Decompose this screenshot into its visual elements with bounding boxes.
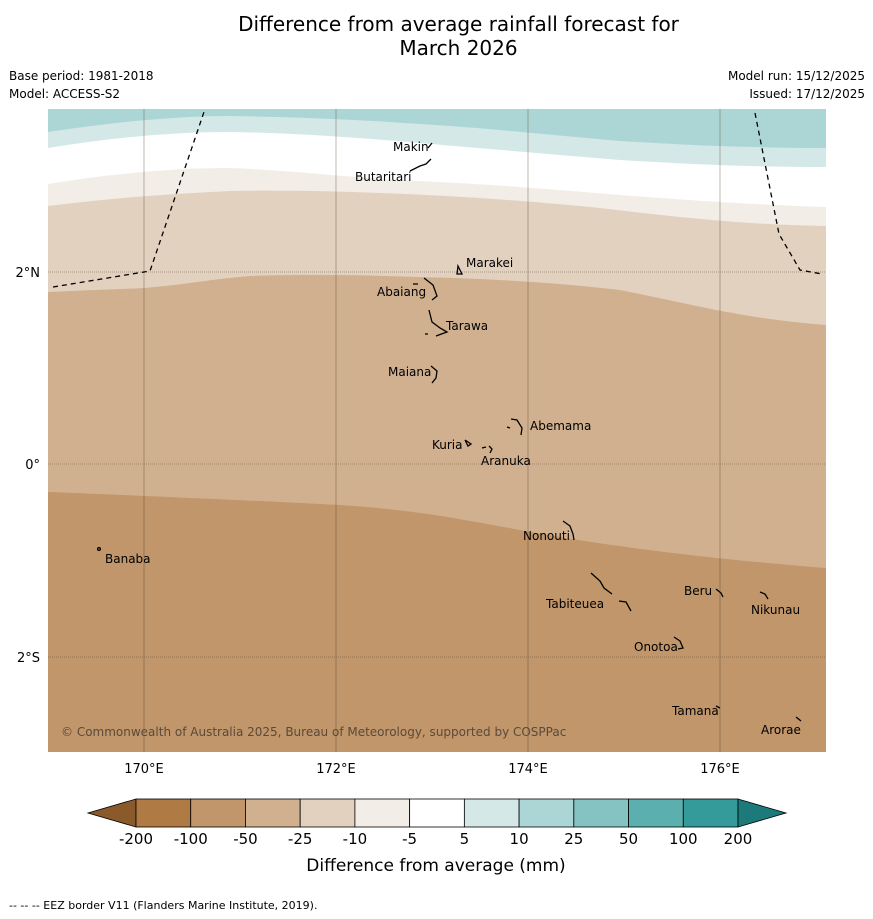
meta-right: Model run: 15/12/2025 Issued: 17/12/2025 bbox=[728, 67, 865, 103]
model-name: Model: ACCESS-S2 bbox=[9, 87, 121, 101]
label-tabiteuea: Tabiteuea bbox=[545, 597, 604, 611]
model-run: Model run: 15/12/2025 bbox=[727, 69, 865, 83]
colorbar-tick-label: -200 bbox=[119, 830, 153, 848]
colorbar-tick-label: 100 bbox=[669, 830, 698, 848]
label-beru: Beru bbox=[684, 584, 712, 598]
colorbar: -200 -100 -50 -25 -10 -5 5 10 25 50 100 200 bbox=[86, 798, 788, 848]
base-period: Base period: 1981-2018 bbox=[9, 69, 154, 83]
lat-axis: 2°N 0° 2°S bbox=[16, 266, 41, 666]
colorbar-tick-label: 200 bbox=[724, 830, 753, 848]
colorbar-tick-label: -10 bbox=[343, 830, 368, 848]
colorbar-tick-label: 50 bbox=[619, 830, 638, 848]
colorbar-extend-high bbox=[737, 798, 788, 828]
label-makin: Makin bbox=[393, 140, 429, 154]
label-butaritari: Butaritari bbox=[355, 170, 412, 184]
lon-label-174: 174°E bbox=[508, 762, 548, 777]
meta-left: Base period: 1981-2018 Model: ACCESS-S2 bbox=[9, 67, 154, 103]
colorbar-box bbox=[245, 798, 301, 828]
colorbar-tick-label: 10 bbox=[510, 830, 529, 848]
colorbar-box bbox=[682, 798, 739, 828]
lat-label-0: 0° bbox=[25, 458, 40, 473]
label-nonouti: Nonouti bbox=[523, 529, 570, 543]
colorbar-box bbox=[628, 798, 684, 828]
colorbar-label: Difference from average (mm) bbox=[306, 856, 565, 876]
colorbar-box bbox=[190, 798, 246, 828]
label-arorae: Arorae bbox=[761, 723, 801, 737]
label-maiana: Maiana bbox=[388, 365, 431, 379]
copyright-text: © Commonwealth of Australia 2025, Bureau… bbox=[61, 725, 566, 739]
colorbar-box bbox=[518, 798, 575, 828]
issued-date: Issued: 17/12/2025 bbox=[749, 87, 865, 101]
label-nikunau: Nikunau bbox=[751, 603, 800, 617]
label-onotoa: Onotoa bbox=[634, 640, 678, 654]
colorbar-tick-label: -100 bbox=[174, 830, 208, 848]
colorbar-box bbox=[135, 798, 192, 828]
colorbar-tick-label: 25 bbox=[564, 830, 583, 848]
lat-label-2n: 2°N bbox=[16, 266, 41, 281]
colorbar-tick-label: 5 bbox=[460, 830, 470, 848]
label-marakei: Marakei bbox=[466, 256, 513, 270]
colorbar-box bbox=[573, 798, 629, 828]
title-line-2: March 2026 bbox=[399, 36, 518, 60]
label-kuria: Kuria bbox=[432, 438, 463, 452]
colorbar-extend-low bbox=[86, 798, 137, 828]
map-area: Makin Butaritari Marakei Abaiang Tarawa … bbox=[48, 109, 826, 752]
graticule bbox=[48, 109, 826, 752]
eez-border bbox=[52, 109, 823, 288]
band-plus10 bbox=[48, 109, 826, 148]
title-line-1: Difference from average rainfall forecas… bbox=[238, 12, 679, 36]
label-abemama: Abemama bbox=[530, 419, 591, 433]
colorbar-box bbox=[354, 798, 411, 828]
colorbar-box bbox=[409, 798, 465, 828]
label-abaiang: Abaiang bbox=[377, 285, 426, 299]
lat-label-2s: 2°S bbox=[17, 651, 40, 666]
lon-axis: 170°E 172°E 174°E 176°E bbox=[124, 762, 740, 777]
lon-label-172: 172°E bbox=[316, 762, 356, 777]
lon-label-170: 170°E bbox=[124, 762, 164, 777]
lon-label-176: 176°E bbox=[700, 762, 740, 777]
colorbar-box bbox=[463, 798, 520, 828]
label-tarawa: Tarawa bbox=[445, 319, 488, 333]
island-outlines bbox=[96, 142, 802, 722]
colorbar-tick-label: -5 bbox=[402, 830, 417, 848]
label-banaba: Banaba bbox=[105, 552, 151, 566]
colorbar-tick-label: -50 bbox=[233, 830, 258, 848]
map-title: Difference from average rainfall forecas… bbox=[0, 12, 873, 60]
label-tamana: Tamana bbox=[671, 704, 719, 718]
label-aranuka: Aranuka bbox=[481, 454, 531, 468]
eez-footnote: -- -- -- EEZ border V11 (Flanders Marine… bbox=[9, 899, 318, 912]
island-labels: Makin Butaritari Marakei Abaiang Tarawa … bbox=[105, 140, 801, 737]
colorbar-box bbox=[299, 798, 356, 828]
colorbar-tick-label: -25 bbox=[288, 830, 313, 848]
